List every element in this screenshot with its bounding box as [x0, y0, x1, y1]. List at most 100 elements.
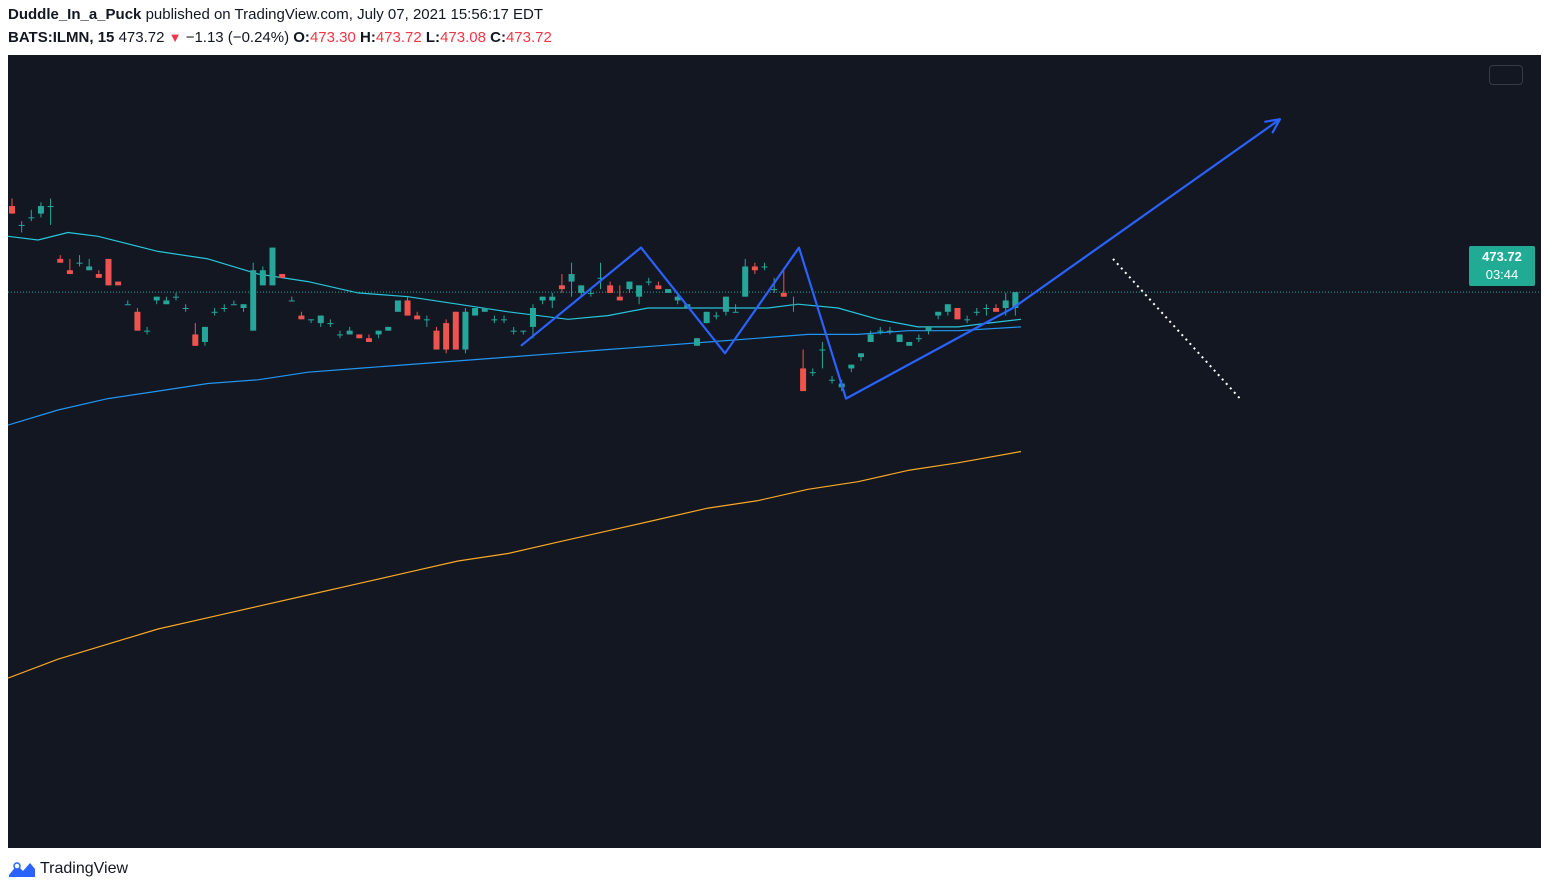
candle-up: [18, 224, 25, 226]
tradingview-logo-icon: [9, 862, 35, 877]
candle-up: [182, 308, 189, 310]
candle-up: [857, 353, 864, 358]
candle-down: [780, 292, 787, 297]
candle-up: [510, 330, 517, 332]
chart-corner-button[interactable]: [1489, 65, 1523, 85]
candle-up: [240, 304, 247, 309]
candle-up: [201, 326, 208, 342]
low-value: 473.08: [440, 29, 486, 46]
close-value: 473.72: [505, 29, 552, 46]
moving-average-long: [8, 450, 1022, 679]
candle-up: [674, 296, 681, 301]
candle-down: [66, 270, 73, 275]
moving-average-mid: [8, 326, 1022, 426]
candle-down: [607, 285, 614, 293]
candle-up: [385, 326, 392, 331]
candle-up: [925, 326, 932, 331]
candle-up: [539, 296, 546, 301]
candle-up: [481, 308, 488, 312]
candle-up: [877, 330, 884, 332]
candle-down: [57, 258, 64, 263]
candle-up: [211, 311, 218, 313]
candle-down: [298, 315, 305, 320]
candle-up: [761, 266, 768, 268]
chart-canvas[interactable]: [8, 55, 1541, 848]
last-price: 473.72: [118, 29, 165, 46]
candle-down: [365, 338, 372, 342]
symbol-info: BATS:ILMN, 15 473.72 ▼ −1.13 (−0.24%) O:…: [8, 29, 552, 46]
candle-up: [626, 281, 633, 290]
candle-up: [597, 277, 604, 279]
candle-up: [153, 296, 160, 301]
candle-down: [443, 323, 450, 350]
candle-up: [163, 300, 170, 305]
high-value: 473.72: [375, 29, 422, 46]
price-change: −1.13 (−0.24%): [185, 29, 290, 46]
candle-up: [37, 206, 44, 214]
candle-up: [288, 300, 295, 302]
candle-up: [144, 330, 151, 332]
candle-up: [886, 330, 893, 332]
candle-up: [771, 289, 778, 291]
candle-up: [973, 311, 980, 313]
candle-up: [317, 315, 324, 324]
candle-up: [173, 296, 180, 298]
candle-down: [414, 315, 421, 320]
candle-down: [115, 281, 122, 286]
candle-up: [742, 266, 749, 297]
candle-up: [915, 338, 922, 340]
candle-down: [105, 258, 112, 286]
candle-up: [346, 330, 353, 335]
publish-info: Duddle_In_a_Puck published on TradingVie…: [8, 6, 543, 23]
author-name[interactable]: Duddle_In_a_Puck: [8, 6, 142, 23]
candle-down: [95, 274, 102, 278]
candle-up: [645, 281, 652, 283]
candle-up: [250, 270, 257, 331]
candle-up: [230, 304, 237, 306]
candle-down: [993, 308, 1000, 312]
candle-up: [703, 311, 710, 324]
candle-up: [867, 334, 874, 342]
candle-down: [800, 368, 807, 392]
candle-down: [452, 311, 459, 350]
candle-down: [655, 285, 662, 290]
candle-up: [829, 379, 836, 381]
candle-up: [491, 319, 498, 321]
candle-down: [356, 334, 363, 339]
candle-up: [848, 364, 855, 369]
candle-up: [790, 304, 797, 306]
candle-up: [732, 311, 739, 313]
candle-up: [944, 304, 951, 312]
candle-down: [558, 285, 565, 290]
candle-up: [568, 274, 575, 282]
footer-brand[interactable]: TradingView: [8, 860, 128, 878]
candle-up: [665, 289, 672, 293]
candle-up: [693, 338, 700, 346]
candle-up: [259, 270, 266, 286]
candle-up: [308, 319, 315, 321]
candle-up: [337, 334, 344, 336]
candle-up: [76, 262, 83, 264]
candle-up: [472, 308, 479, 316]
brand-name: TradingView: [40, 860, 129, 877]
candle-down: [134, 311, 141, 331]
projection-dotted-line: [1112, 258, 1241, 400]
candle-up: [269, 247, 276, 286]
open-value: 473.30: [309, 29, 356, 46]
price-tag-value: 473.72: [1482, 249, 1522, 264]
pattern-drawing-line: [520, 118, 1281, 400]
candle-up: [28, 217, 35, 219]
candle-up: [221, 308, 228, 310]
candle-up: [124, 304, 131, 306]
chart-pane[interactable]: 473.72 03:44: [8, 55, 1541, 848]
price-tag-countdown: 03:44: [1485, 267, 1519, 282]
candle-down: [616, 296, 623, 301]
candle-up: [819, 349, 826, 351]
candle-down: [279, 274, 286, 278]
candle-up: [809, 372, 816, 374]
moving-average-short: [8, 231, 1022, 328]
candle-up: [394, 300, 401, 312]
candle-down: [404, 300, 411, 316]
candle-up: [906, 341, 913, 346]
candle-down: [751, 266, 758, 271]
